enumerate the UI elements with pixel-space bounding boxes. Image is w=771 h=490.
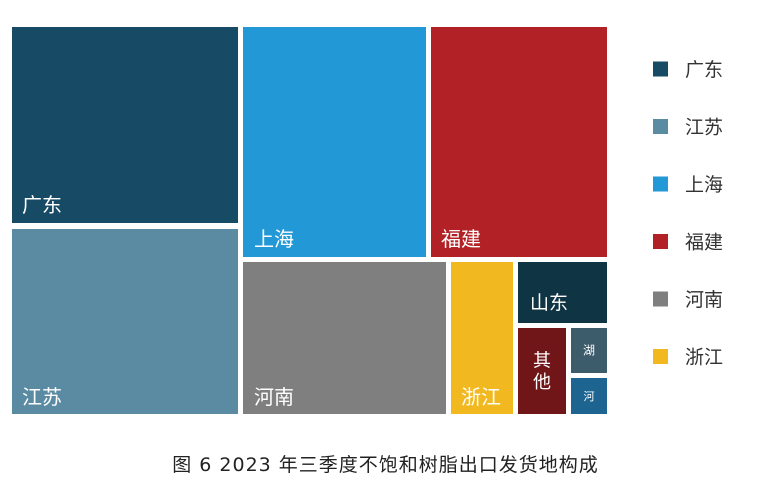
treemap-label-9: 河 bbox=[584, 390, 595, 403]
legend-swatch-3 bbox=[653, 234, 668, 249]
legend-swatch-1 bbox=[653, 119, 668, 134]
legend-label-1: 江苏 bbox=[685, 117, 723, 139]
treemap-label-3: 福建 bbox=[441, 227, 481, 251]
treemap-tile-6 bbox=[518, 262, 607, 323]
treemap-tile-4 bbox=[243, 262, 446, 414]
legend-swatch-0 bbox=[653, 61, 668, 77]
treemap-label-6: 山东 bbox=[530, 292, 568, 314]
treemap-tile-1 bbox=[12, 229, 238, 414]
treemap-label-0: 广东 bbox=[22, 193, 62, 217]
legend-label-2: 上海 bbox=[685, 174, 723, 196]
legend-label-0: 广东 bbox=[685, 59, 723, 81]
treemap-label-8: 湖 bbox=[583, 343, 595, 358]
treemap-label-7-0: 其 bbox=[533, 351, 551, 372]
treemap-tile-0 bbox=[12, 27, 238, 223]
treemap-tile-9 bbox=[571, 378, 607, 414]
treemap-label-5: 浙江 bbox=[461, 385, 501, 409]
treemap-label-7-1: 他 bbox=[533, 372, 551, 393]
legend-label-4: 河南 bbox=[685, 289, 723, 311]
treemap-tile-2 bbox=[243, 27, 426, 257]
figure-caption: 图 6 2023 年三季度不饱和树脂出口发货地构成 bbox=[172, 454, 599, 476]
treemap-label-2: 上海 bbox=[254, 227, 294, 251]
treemap-tile-3 bbox=[431, 27, 607, 257]
treemap-tile-5 bbox=[451, 262, 513, 414]
treemap-label-4: 河南 bbox=[254, 385, 294, 409]
treemap-tile-8 bbox=[571, 328, 607, 373]
treemap-label-1: 江苏 bbox=[22, 385, 62, 409]
legend-swatch-5 bbox=[653, 349, 668, 364]
legend-swatch-2 bbox=[653, 176, 668, 192]
legend-label-5: 浙江 bbox=[685, 347, 723, 369]
legend-swatch-4 bbox=[653, 291, 668, 307]
treemap-tile-7 bbox=[518, 328, 566, 414]
legend-label-3: 福建 bbox=[685, 232, 723, 254]
